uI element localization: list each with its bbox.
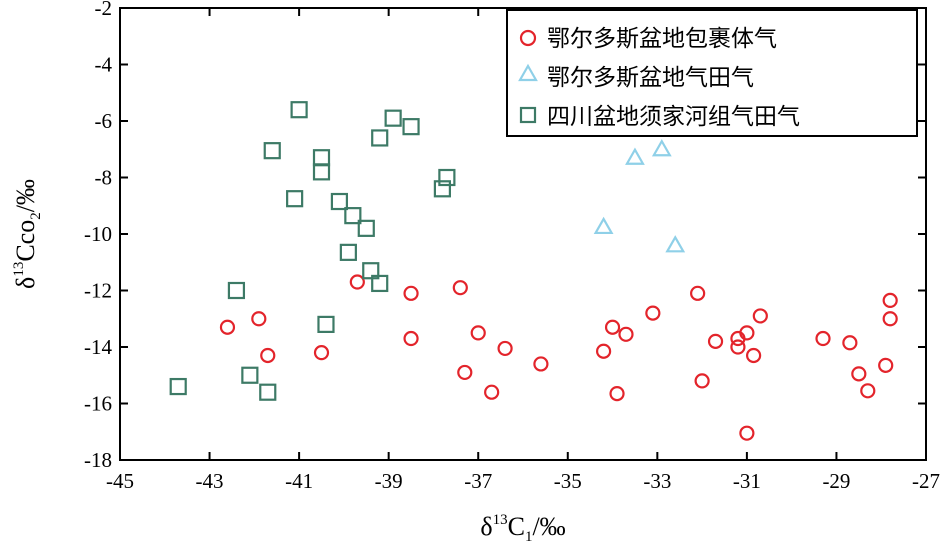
x-tick-label: -39 (375, 469, 403, 493)
data-point-circle (260, 347, 276, 364)
data-point-triangle (593, 216, 614, 235)
y-tick-label: -16 (84, 392, 112, 416)
data-point-circle (609, 386, 625, 402)
data-point-circle (484, 384, 500, 400)
data-point-circle (752, 308, 768, 324)
data-point-square (290, 101, 308, 119)
x-axis-title: δ13C1/‰ (480, 512, 565, 542)
x-tick-label: -43 (196, 469, 224, 493)
y-tick-label: -6 (95, 109, 113, 133)
legend-marker-circle (519, 29, 537, 47)
data-point-circle (618, 326, 634, 342)
data-point-circle (707, 333, 724, 349)
y-tick-label: -12 (84, 279, 112, 303)
y-tick-label: -10 (84, 222, 112, 246)
data-point-circle (739, 425, 755, 441)
data-point-circle (470, 325, 486, 341)
data-point-square (362, 262, 380, 280)
x-tick-label: -33 (643, 469, 671, 493)
data-point-circle (815, 330, 831, 347)
y-tick-label: -4 (95, 53, 113, 77)
data-point-triangle (625, 147, 645, 165)
data-point-circle (219, 319, 236, 335)
data-point-circle (349, 274, 365, 290)
data-point-circle (730, 339, 746, 355)
legend-label-inclusion-gas: 鄂尔多斯盆地包裹体气 (547, 26, 777, 52)
data-point-circle (851, 366, 867, 382)
data-point-square (402, 118, 420, 136)
data-point-circle (878, 357, 894, 373)
data-point-square (371, 129, 389, 147)
x-tick-label: -35 (554, 469, 582, 493)
data-point-circle (860, 383, 876, 399)
x-tick-label: -45 (106, 469, 134, 493)
data-point-square (241, 366, 259, 384)
data-point-square (312, 163, 331, 181)
data-point-circle (403, 330, 419, 347)
legend: 鄂尔多斯盆地包裹体气 鄂尔多斯盆地气田气 四川盆地须家河组气田气 (506, 9, 918, 137)
data-point-circle (313, 345, 330, 361)
x-tick-label: -41 (285, 469, 313, 493)
data-point-square (384, 109, 402, 127)
data-point-circle (497, 340, 513, 357)
data-point-circle (645, 305, 661, 321)
data-point-square (344, 207, 362, 225)
x-tick-label: -31 (733, 469, 761, 493)
data-point-square (330, 192, 349, 211)
legend-box (506, 9, 918, 137)
data-point-square (286, 190, 304, 208)
data-point-triangle (665, 235, 686, 253)
data-point-triangle (651, 139, 672, 157)
legend-marker-triangle (518, 63, 538, 82)
data-point-circle (403, 285, 419, 301)
data-point-circle (533, 356, 549, 372)
x-tick-label: -27 (912, 469, 940, 493)
data-point-square (263, 142, 281, 160)
y-axis-title: δ13Cco2/‰ (11, 179, 44, 289)
plot-frame (119, 7, 927, 461)
legend-marker-square (519, 106, 537, 124)
data-point-square (312, 149, 331, 167)
legend-label-sichuan-gas: 四川盆地须家河组气田气 (547, 104, 800, 130)
y-tick-label: -18 (84, 448, 112, 472)
data-point-circle (694, 373, 710, 389)
data-point-circle (595, 343, 612, 359)
data-point-circle (882, 311, 898, 327)
data-point-circle (251, 311, 267, 327)
data-point-square (371, 274, 389, 293)
x-tick-labels: -45 -43 -41 -39 -37 -35 -33 -31 -29 -27 (106, 469, 940, 493)
data-point-circle (842, 335, 858, 351)
data-point-square (357, 219, 375, 237)
data-point-circle (457, 364, 473, 381)
data-point-square (438, 168, 456, 187)
legend-label-ordos-field-gas: 鄂尔多斯盆地气田气 (547, 65, 754, 91)
data-point-square (317, 315, 335, 333)
data-point-square (433, 180, 451, 198)
data-point-circle (690, 285, 706, 301)
data-point-square (259, 383, 277, 401)
data-point-circle (739, 325, 755, 341)
data-point-circle (604, 319, 621, 335)
data-point-circle (882, 292, 898, 308)
data-points (169, 101, 898, 441)
data-point-square (227, 281, 246, 300)
y-tick-label: -2 (95, 0, 113, 20)
y-tick-labels: -2 -4 -6 -8 -10 -12 -14 -16 -18 (84, 0, 112, 472)
x-tick-label: -37 (464, 469, 492, 493)
y-tick-label: -8 (95, 166, 113, 190)
data-point-circle (452, 280, 468, 296)
x-tick-label: -29 (822, 469, 850, 493)
data-point-square (339, 243, 357, 261)
data-point-square (169, 377, 187, 396)
y-tick-label: -14 (84, 335, 112, 359)
data-point-circle (746, 347, 762, 364)
